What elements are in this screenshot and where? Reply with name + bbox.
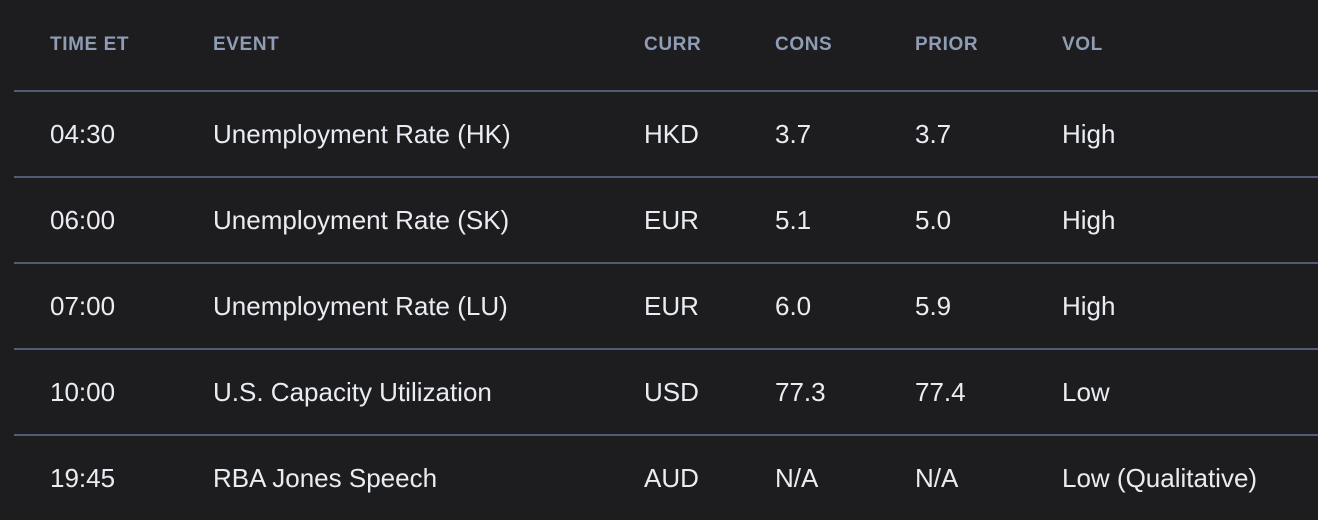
- cell-curr: AUD: [644, 462, 699, 493]
- cell-prior: 5.9: [915, 263, 1062, 350]
- cell-event: Unemployment Rate (HK): [213, 91, 644, 178]
- cell-curr: EUR: [644, 263, 775, 350]
- table-row: 07:00 Unemployment Rate (LU) EUR 6.0 5.9…: [14, 263, 1318, 350]
- table-row: 04:30 Unemployment Rate (HK) HKD 3.7 3.7…: [14, 91, 1318, 178]
- cell-prior: 77.4: [915, 349, 1062, 436]
- table-row: 19:45 RBA Jones Speech AUD N/A N/A Low (…: [14, 435, 1318, 520]
- cell-event: U.S. Capacity Utilization: [213, 349, 644, 436]
- column-header-time: TIME ET: [14, 0, 213, 92]
- cell-cons: 6.0: [775, 263, 915, 350]
- cell-vol: Low: [1062, 349, 1318, 436]
- cell-cons: N/A: [775, 462, 819, 493]
- cell-time: 07:00: [14, 263, 213, 350]
- column-header-vol: VOL: [1062, 0, 1318, 92]
- cell-event: RBA Jones Speech: [213, 462, 438, 493]
- table-row: 10:00 U.S. Capacity Utilization USD 77.3…: [14, 349, 1318, 436]
- calendar-body: 04:30 Unemployment Rate (HK) HKD 3.7 3.7…: [14, 91, 1318, 520]
- cell-prior: N/A: [915, 462, 959, 493]
- cell-prior: 3.7: [915, 91, 1062, 178]
- cell-time: 06:00: [14, 177, 213, 264]
- cell-event: Unemployment Rate (LU): [213, 263, 644, 350]
- cell-vol: High: [1062, 177, 1318, 264]
- cell-time: 04:30: [14, 91, 213, 178]
- cell-cons: 77.3: [775, 349, 915, 436]
- table-row: 06:00 Unemployment Rate (SK) EUR 5.1 5.0…: [14, 177, 1318, 264]
- cell-vol: Low (Qualitative): [1062, 462, 1258, 493]
- cell-cons: 5.1: [775, 177, 915, 264]
- cell-event: Unemployment Rate (SK): [213, 177, 644, 264]
- cell-curr: EUR: [644, 177, 775, 264]
- cell-cons: 3.7: [775, 91, 915, 178]
- cell-vol: High: [1062, 91, 1318, 178]
- cell-time: 19:45: [50, 462, 116, 493]
- cell-curr: USD: [644, 349, 775, 436]
- column-header-cons: CONS: [775, 0, 915, 92]
- header-row: TIME ET EVENT CURR CONS PRIOR VOL: [14, 0, 1318, 92]
- column-header-event: EVENT: [213, 0, 644, 92]
- column-header-prior: PRIOR: [915, 0, 1062, 92]
- cell-curr: HKD: [644, 91, 775, 178]
- cell-vol: High: [1062, 263, 1318, 350]
- column-header-curr: CURR: [644, 0, 775, 92]
- cell-time: 10:00: [14, 349, 213, 436]
- cell-prior: 5.0: [915, 177, 1062, 264]
- calendar-header: TIME ET EVENT CURR CONS PRIOR VOL: [14, 0, 1318, 92]
- economic-calendar-table: TIME ET EVENT CURR CONS PRIOR VOL 04:30 …: [14, 0, 1318, 520]
